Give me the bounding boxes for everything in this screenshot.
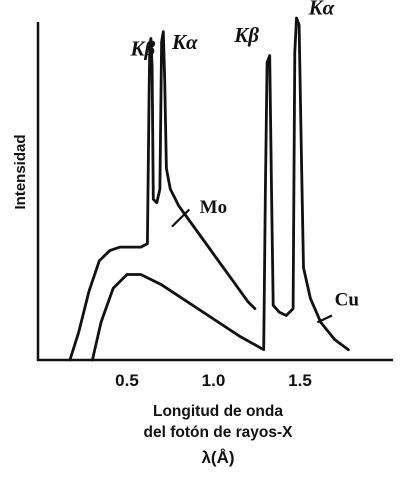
series-cu-line xyxy=(91,16,350,362)
annotation-mo-series-name: Mo xyxy=(200,197,227,218)
x-tick-labels: 0.5 1.0 1.5 xyxy=(115,371,312,390)
axes xyxy=(36,22,393,362)
annotation-cu-k-alpha: Kα xyxy=(308,0,335,20)
annotation-cu-k-beta: Kβ xyxy=(233,23,259,47)
annotation-group: Kβ Kα Mo Kβ Kα Cu xyxy=(129,0,360,324)
axis-lines xyxy=(36,22,393,362)
x-tick-label-0: 0.5 xyxy=(115,371,139,390)
x-axis-label-line-2: del fotón de rayos-X xyxy=(144,424,294,441)
x-tick-label-1: 1.0 xyxy=(202,371,226,390)
x-tick-label-2: 1.5 xyxy=(288,371,312,390)
x-axis-label-line-1: Longitud de onda xyxy=(153,403,283,420)
y-axis-label: Intensidad xyxy=(12,134,29,209)
annotation-cu-series-name: Cu xyxy=(335,289,360,310)
annotation-mo-k-beta: Kβ xyxy=(129,37,155,61)
series-mo-line xyxy=(68,30,257,362)
leader-line-mo xyxy=(171,208,191,228)
series-group xyxy=(68,16,350,362)
x-axis-unit: λ(Å) xyxy=(201,448,234,467)
annotation-mo-k-alpha: Kα xyxy=(171,30,198,54)
leader-line-cu xyxy=(316,314,333,324)
